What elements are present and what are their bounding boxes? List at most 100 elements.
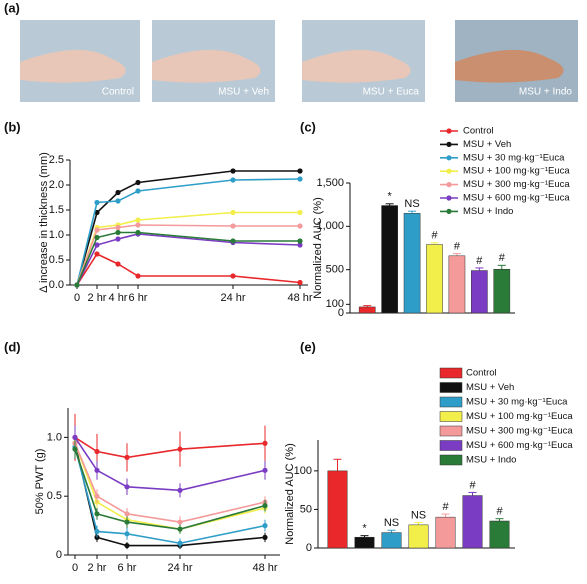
data-point <box>94 528 100 535</box>
paw <box>20 49 126 83</box>
bar <box>327 470 348 549</box>
legend-label: MSU + 30 mg·kg⁻¹Euca <box>463 152 565 163</box>
bar <box>358 306 376 314</box>
bar <box>435 516 456 549</box>
data-point <box>297 242 303 248</box>
data-point <box>297 223 303 229</box>
data-point <box>72 434 78 440</box>
panel-label: (d) <box>4 339 21 354</box>
y-tick-label: 1.0 <box>47 431 62 443</box>
data-point <box>177 540 183 546</box>
bar <box>426 244 443 314</box>
bar <box>381 532 402 549</box>
panel-label: (b) <box>4 119 21 134</box>
legend-label: MSU + 100 mg·kg⁻¹Euca <box>463 166 570 177</box>
legend-label: MSU + Indo <box>466 455 516 466</box>
bar <box>462 495 483 549</box>
series-line <box>74 436 266 459</box>
data-point <box>135 217 141 223</box>
x-tick-label: 48 hr <box>287 292 312 304</box>
data-point <box>177 526 183 532</box>
significance-label: * <box>388 191 393 203</box>
data-point <box>297 209 303 216</box>
data-point <box>177 446 183 452</box>
x-tick-label: 0 <box>72 562 78 574</box>
y-tick-label: 500 <box>326 264 344 276</box>
bar <box>448 255 466 314</box>
x-tick-label: 6 hr <box>129 292 148 304</box>
data-point <box>94 493 100 499</box>
significance-label: NS <box>411 509 426 521</box>
data-point <box>124 531 130 537</box>
legend-label: MSU + 100 mg·kg⁻¹Euca <box>466 411 573 422</box>
data-point <box>94 234 100 241</box>
x-tick-label: 6 hr <box>118 562 137 574</box>
panel-label: (c) <box>300 119 316 134</box>
photo-caption: MSU + Veh <box>218 87 269 98</box>
x-tick-label: 2 hr <box>88 292 107 304</box>
bar <box>354 536 375 549</box>
photo-caption: Control <box>102 87 134 98</box>
y-tick-label: 100 <box>326 298 344 310</box>
data-point <box>135 188 141 194</box>
y-tick-label: 0.5 <box>49 254 64 266</box>
data-point <box>94 467 100 473</box>
data-point <box>74 282 80 288</box>
x-tick-label: 24 hr <box>220 292 245 304</box>
bar <box>489 520 510 549</box>
legend-label: MSU + Veh <box>463 139 511 150</box>
data-point <box>230 223 236 229</box>
photo-caption: MSU + Indo <box>519 87 573 98</box>
legend-marker <box>446 208 452 214</box>
series-line <box>76 178 301 286</box>
y-tick-label: 0.5 <box>47 490 62 502</box>
data-point <box>262 467 268 473</box>
legend-label: MSU + 300 mg·kg⁻¹Euca <box>463 179 570 190</box>
data-point <box>94 227 100 233</box>
data-point <box>230 168 236 174</box>
legend-swatch <box>439 440 463 451</box>
y-tick-label: 1.5 <box>49 204 64 216</box>
x-tick-label: 24 hr <box>167 562 192 574</box>
data-point <box>124 519 130 525</box>
y-tick-label: 1.0 <box>49 229 64 241</box>
y-axis-title: Normalized AUC (%) <box>284 443 296 544</box>
legend-marker <box>446 155 452 161</box>
bar <box>403 213 421 314</box>
bar <box>493 268 511 314</box>
significance-label: # <box>476 255 483 267</box>
x-tick-label: 0 <box>74 292 80 304</box>
y-tick-label: 1,500 <box>316 177 344 189</box>
data-point <box>135 179 141 186</box>
x-tick-label: 2 hr <box>88 562 107 574</box>
y-axis-title: Normalized AUC (%) <box>312 197 324 298</box>
series-line <box>76 252 301 286</box>
data-point <box>124 542 130 549</box>
data-point <box>124 511 130 517</box>
data-point <box>115 189 121 196</box>
significance-label: NS <box>404 198 419 210</box>
y-tick-label: 1,000 <box>316 220 344 232</box>
data-point <box>115 229 121 236</box>
x-tick-label: 4 hr <box>109 292 128 304</box>
data-point <box>297 168 303 174</box>
significance-label: # <box>499 252 506 264</box>
data-point <box>135 273 141 279</box>
data-point <box>230 273 236 279</box>
legend-label: MSU + 600 mg·kg⁻¹Euca <box>466 440 573 451</box>
panel-label: (a) <box>4 0 20 15</box>
series-line <box>74 443 266 547</box>
legend-swatch <box>439 425 463 437</box>
bar <box>471 270 488 314</box>
legend-swatch <box>439 454 463 466</box>
significance-label: * <box>362 523 367 535</box>
series-line <box>76 211 300 286</box>
y-tick-label: 0 <box>338 307 344 319</box>
data-point <box>177 487 183 493</box>
significance-label: NS <box>384 517 399 529</box>
data-point <box>94 199 100 206</box>
data-point <box>297 279 303 286</box>
photo-caption: MSU + Euca <box>363 87 420 98</box>
data-point <box>94 511 100 517</box>
